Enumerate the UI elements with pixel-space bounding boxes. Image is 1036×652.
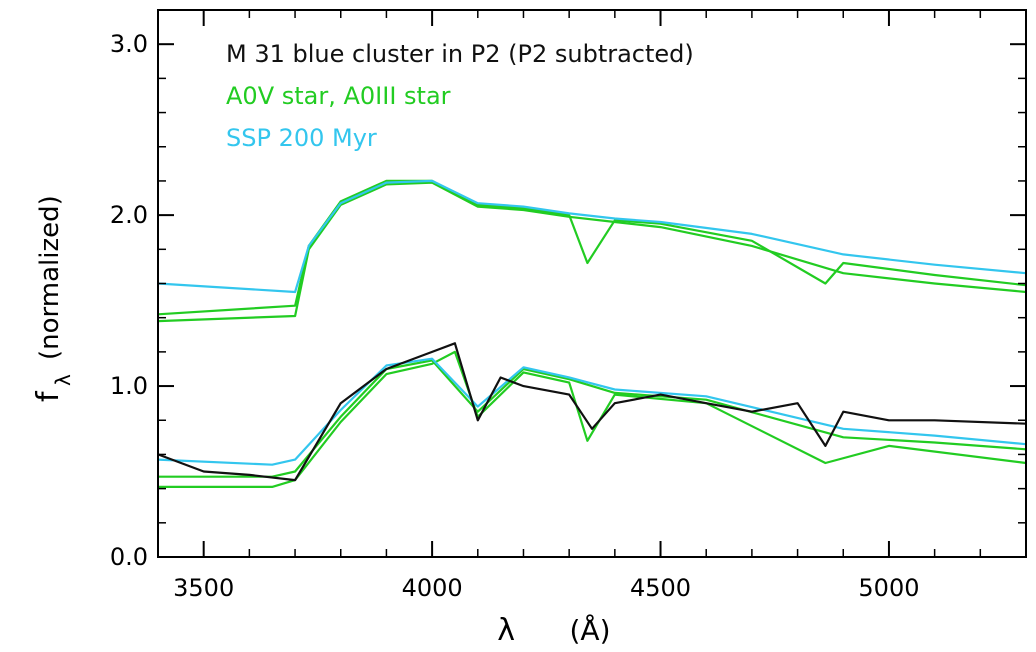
y-axis-label-subscript: λ	[51, 374, 75, 386]
series-layer	[157, 179, 1027, 488]
x-tick-label: 4000	[402, 574, 463, 602]
y-tick-label: 3.0	[110, 30, 148, 58]
legend: M 31 blue cluster in P2 (P2 subtracted) A…	[226, 40, 694, 152]
series-line-2	[157, 179, 1027, 294]
y-tick-label: 1.0	[110, 372, 148, 400]
y-tick-label: 0.0	[110, 543, 148, 571]
ticks-layer: 3500 4000 4500 5000 0.0 1.0 2.0 3.0	[110, 10, 1027, 602]
x-tick-label: 5000	[858, 574, 919, 602]
x-axis-label-symbol: λ	[497, 613, 515, 648]
y-axis-label: f λ (normalized)	[31, 195, 75, 402]
x-tick-label: 3500	[173, 574, 234, 602]
x-axis-label-unit: (Å)	[569, 613, 610, 647]
x-tick-label: 4500	[630, 574, 691, 602]
series-line-4	[158, 359, 1027, 478]
y-axis-label-symbol: f	[31, 390, 66, 402]
legend-entry: M 31 blue cluster in P2 (P2 subtracted)	[226, 40, 694, 68]
y-tick-label: 2.0	[110, 201, 148, 229]
series-line-6	[157, 342, 1027, 482]
legend-entry: A0V star, A0III star	[226, 82, 451, 110]
y-axis-label-text: (normalized)	[35, 195, 65, 360]
series-line-1	[157, 181, 1027, 323]
legend-entry: SSP 200 Myr	[226, 124, 377, 152]
series-line-3	[158, 350, 1027, 488]
series-line-5	[157, 357, 1027, 466]
